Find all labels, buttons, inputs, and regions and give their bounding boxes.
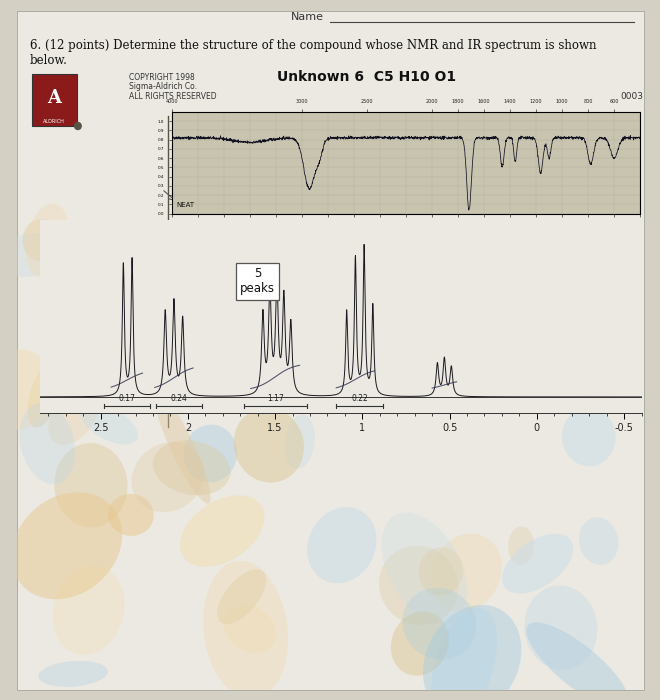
FancyBboxPatch shape [16, 10, 644, 690]
Ellipse shape [430, 533, 502, 612]
Ellipse shape [153, 440, 230, 496]
Text: Unknown 6  C5 H10 O1: Unknown 6 C5 H10 O1 [277, 70, 456, 84]
Ellipse shape [223, 604, 276, 653]
Ellipse shape [217, 569, 266, 624]
Ellipse shape [89, 327, 129, 400]
Ellipse shape [502, 533, 573, 594]
Ellipse shape [403, 588, 477, 659]
Circle shape [75, 122, 81, 130]
Text: 1.17: 1.17 [267, 394, 284, 403]
Ellipse shape [38, 661, 108, 687]
Text: ALDRICH: ALDRICH [43, 119, 65, 124]
Text: ALL RIGHTS RESERVED: ALL RIGHTS RESERVED [129, 92, 216, 102]
Ellipse shape [19, 402, 75, 484]
Ellipse shape [0, 349, 55, 430]
Ellipse shape [562, 407, 616, 466]
Ellipse shape [131, 442, 205, 512]
Ellipse shape [0, 234, 63, 277]
Ellipse shape [26, 204, 69, 277]
Ellipse shape [28, 359, 63, 428]
Ellipse shape [108, 494, 154, 536]
Text: Sigma-Aldrich Co.: Sigma-Aldrich Co. [129, 82, 197, 91]
Ellipse shape [180, 496, 265, 567]
Ellipse shape [423, 605, 521, 700]
Text: Name: Name [290, 12, 323, 22]
Ellipse shape [431, 608, 497, 700]
Ellipse shape [22, 219, 61, 262]
Text: 0.22: 0.22 [351, 394, 368, 403]
Text: COPYRIGHT 1998: COPYRIGHT 1998 [129, 73, 195, 82]
Ellipse shape [307, 507, 376, 583]
Text: A: A [47, 89, 61, 107]
FancyBboxPatch shape [32, 74, 77, 126]
Ellipse shape [53, 566, 125, 655]
Ellipse shape [54, 443, 127, 528]
Text: NEAT: NEAT [176, 202, 195, 209]
Ellipse shape [419, 547, 463, 596]
Ellipse shape [508, 526, 534, 565]
Ellipse shape [284, 414, 315, 469]
Text: 6. (12 points) Determine the structure of the compound whose NMR and IR spectrum: 6. (12 points) Determine the structure o… [30, 38, 596, 66]
Ellipse shape [203, 561, 288, 699]
Ellipse shape [391, 611, 449, 676]
Ellipse shape [81, 405, 138, 444]
Text: 0.24: 0.24 [171, 394, 187, 403]
Ellipse shape [381, 512, 467, 624]
Ellipse shape [524, 585, 597, 670]
Ellipse shape [11, 492, 122, 599]
Text: 5
peaks: 5 peaks [240, 267, 275, 295]
Ellipse shape [234, 407, 304, 483]
Text: 0.17: 0.17 [118, 394, 135, 403]
Ellipse shape [153, 389, 211, 503]
Ellipse shape [53, 266, 114, 326]
Ellipse shape [82, 289, 121, 330]
Ellipse shape [579, 517, 618, 565]
Text: 0003: 0003 [620, 92, 644, 102]
Ellipse shape [48, 389, 99, 445]
Ellipse shape [379, 545, 459, 625]
Ellipse shape [79, 298, 135, 354]
Ellipse shape [527, 622, 629, 700]
Ellipse shape [183, 425, 237, 482]
